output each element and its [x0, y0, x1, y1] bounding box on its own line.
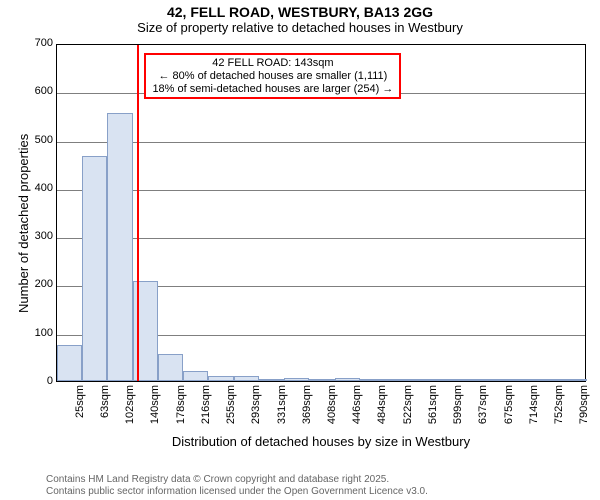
x-tick-label: 752sqm — [553, 385, 565, 424]
y-tick-label: 500 — [35, 134, 53, 146]
plot-area: 010020030040050060070025sqm63sqm102sqm14… — [56, 44, 586, 382]
footer-line-2: Contains public sector information licen… — [46, 486, 428, 498]
bar — [360, 379, 385, 381]
bar — [335, 378, 360, 381]
bar — [436, 379, 461, 381]
bar — [57, 345, 82, 381]
x-tick-label: 369sqm — [301, 385, 313, 424]
x-tick-label: 102sqm — [124, 385, 136, 424]
chart-container: { "title": "42, FELL ROAD, WESTBURY, BA1… — [0, 0, 600, 500]
callout-line: 18% of semi-detached houses are larger (… — [152, 83, 393, 96]
x-tick-label: 446sqm — [351, 385, 363, 424]
y-tick-label: 100 — [35, 327, 53, 339]
bar — [208, 376, 233, 381]
bar — [410, 379, 435, 381]
y-tick-label: 0 — [47, 375, 53, 387]
x-tick-label: 216sqm — [200, 385, 212, 424]
bar — [158, 354, 183, 381]
x-tick-label: 25sqm — [74, 385, 86, 418]
x-tick-label: 484sqm — [376, 385, 388, 424]
bar — [259, 379, 284, 381]
callout-box: 42 FELL ROAD: 143sqm← 80% of detached ho… — [144, 53, 401, 99]
x-tick-label: 637sqm — [477, 385, 489, 424]
bar — [562, 379, 587, 381]
x-tick-label: 178sqm — [175, 385, 187, 424]
bar — [284, 378, 309, 381]
x-tick-label: 255sqm — [225, 385, 237, 424]
bar — [107, 113, 132, 381]
bar — [461, 379, 486, 381]
chart-title: 42, FELL ROAD, WESTBURY, BA13 2GG — [0, 4, 600, 20]
y-tick-label: 600 — [35, 85, 53, 97]
x-tick-label: 675sqm — [503, 385, 515, 424]
footer: Contains HM Land Registry data © Crown c… — [46, 474, 428, 497]
footer-line-1: Contains HM Land Registry data © Crown c… — [46, 474, 428, 486]
y-axis-title: Number of detached properties — [16, 134, 31, 313]
bar — [511, 379, 536, 381]
bar — [537, 379, 562, 381]
bar — [82, 156, 107, 381]
x-tick-label: 790sqm — [578, 385, 590, 424]
bar — [234, 376, 259, 381]
y-tick-label: 400 — [35, 182, 53, 194]
bar — [309, 379, 334, 381]
x-tick-label: 561sqm — [427, 385, 439, 424]
bar — [183, 371, 208, 381]
bar — [486, 379, 511, 381]
x-axis-title: Distribution of detached houses by size … — [56, 434, 586, 449]
x-tick-label: 408sqm — [326, 385, 338, 424]
bar — [385, 379, 410, 381]
chart-subtitle: Size of property relative to detached ho… — [0, 20, 600, 35]
y-tick-label: 300 — [35, 230, 53, 242]
callout-line: 42 FELL ROAD: 143sqm — [152, 57, 393, 70]
x-tick-label: 522sqm — [402, 385, 414, 424]
x-tick-label: 293sqm — [250, 385, 262, 424]
title-block: 42, FELL ROAD, WESTBURY, BA13 2GG Size o… — [0, 0, 600, 35]
y-tick-label: 200 — [35, 278, 53, 290]
reference-line — [137, 45, 139, 381]
callout-line: ← 80% of detached houses are smaller (1,… — [152, 70, 393, 83]
x-tick-label: 599sqm — [452, 385, 464, 424]
y-tick-label: 700 — [35, 37, 53, 49]
x-tick-label: 140sqm — [149, 385, 161, 424]
x-tick-label: 331sqm — [276, 385, 288, 424]
x-tick-label: 714sqm — [528, 385, 540, 424]
x-tick-label: 63sqm — [99, 385, 111, 418]
